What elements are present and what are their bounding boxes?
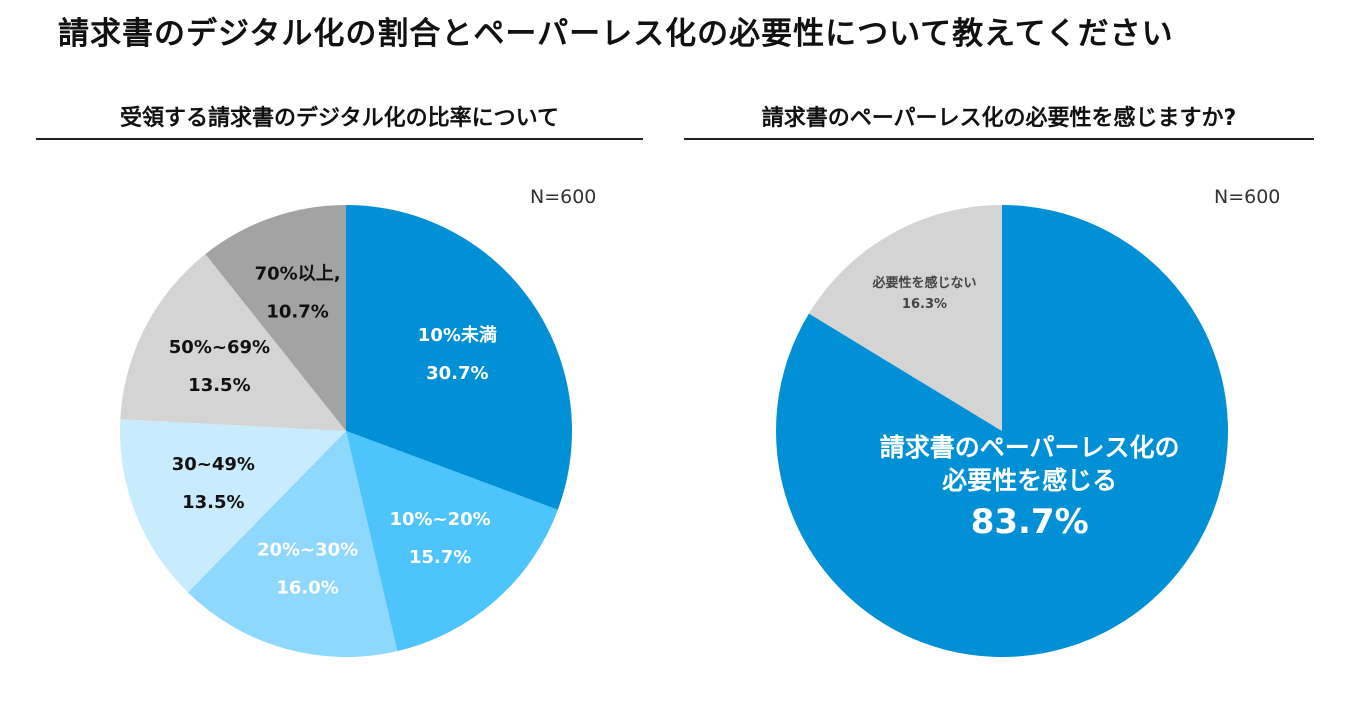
left-chart-title: 受領する請求書のデジタル化の比率について — [120, 106, 559, 131]
left-pie-label-2-value: 16.0% — [276, 577, 338, 598]
right-title-divider — [684, 138, 1314, 140]
right-pie-label-1-value: 16.3% — [902, 297, 947, 312]
left-pie-slice-5 — [205, 205, 346, 431]
left-pie-label-5-name: 70%以上, — [255, 264, 341, 285]
left-pie-label-2-name: 20%~30% — [257, 539, 358, 560]
right-chart-title: 請求書のペーパーレス化の必要性を感じますか? — [761, 106, 1237, 131]
left-pie-label-0-name: 10%未満 — [418, 324, 497, 346]
right-pie-slice-0 — [776, 205, 1228, 658]
right-pie-label-1-name: 必要性を感じない — [871, 275, 976, 291]
left-pie-label-1-name: 10%~20% — [389, 509, 490, 530]
page-title: 請求書のデジタル化の割合とペーパーレス化の必要性について教えてください — [58, 16, 1174, 52]
left-pie-label-4-value: 13.5% — [188, 375, 250, 396]
right-pie-slice-1 — [808, 205, 1002, 431]
left-pie-label-1-value: 15.7% — [409, 547, 471, 568]
left-title-divider — [36, 138, 643, 140]
right-pie-label-0-name-1: 必要性を感じる — [942, 466, 1117, 495]
left-pie-label-5-value: 10.7% — [266, 302, 328, 323]
left-pie-slice-4 — [120, 254, 347, 431]
right-pie-label-0-value: 83.7% — [971, 502, 1089, 542]
left-pie-slice-3 — [119, 419, 346, 593]
left-pie-slice-1 — [346, 431, 558, 652]
left-pie-label-4-name: 50%~69% — [169, 337, 270, 358]
left-pie-label-0-value: 30.7% — [426, 363, 488, 384]
right-sample-size: N=600 — [1214, 186, 1281, 208]
right-pie-label-0-name-0: 請求書のペーパーレス化の — [880, 433, 1180, 462]
left-pie-label-3-name: 30~49% — [172, 454, 255, 475]
left-pie-label-3-value: 13.5% — [182, 492, 244, 513]
left-pie-slice-0 — [346, 205, 572, 510]
left-pie-slice-2 — [187, 431, 398, 657]
left-sample-size: N=600 — [530, 186, 597, 208]
